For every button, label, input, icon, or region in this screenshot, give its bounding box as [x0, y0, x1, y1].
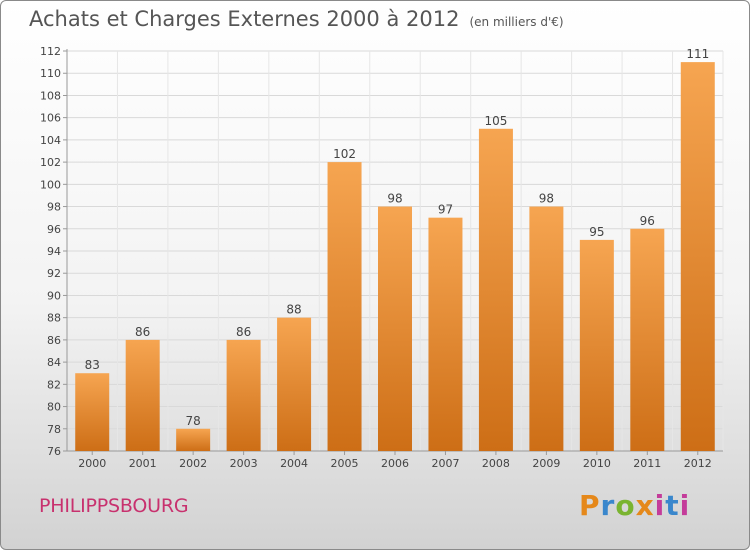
- bar-2004: [277, 317, 312, 451]
- bar-2002: [176, 428, 211, 451]
- bar-2000: [75, 373, 110, 451]
- x-tick-label: 2005: [331, 457, 359, 470]
- y-tick-label: 96: [47, 223, 61, 236]
- y-tick-label: 106: [40, 112, 61, 125]
- bar-2011: [630, 228, 665, 451]
- x-tick-label: 2001: [129, 457, 157, 470]
- data-label: 95: [589, 225, 604, 239]
- y-tick-label: 102: [40, 156, 61, 169]
- x-tick-label: 2008: [482, 457, 510, 470]
- data-label: 86: [135, 325, 150, 339]
- bar-2008: [478, 128, 513, 451]
- x-tick-label: 2006: [381, 457, 409, 470]
- data-label: 105: [484, 114, 507, 128]
- bar-2010: [579, 239, 614, 451]
- x-tick-label: 2010: [583, 457, 611, 470]
- y-tick-label: 112: [40, 45, 61, 58]
- bar-2007: [428, 217, 463, 451]
- label-layer: 83 2000 86 2001 78 2002 86 2003 88 2004 102 2005 98 2…: [78, 47, 712, 470]
- bar-2006: [378, 206, 412, 451]
- data-label: 111: [686, 47, 709, 61]
- y-tick-label: 78: [47, 423, 61, 436]
- y-tick-label: 94: [47, 245, 61, 258]
- bar-2005: [327, 162, 362, 451]
- bar-2012: [680, 62, 715, 451]
- y-tick-label: 104: [40, 134, 61, 147]
- data-label: 86: [236, 325, 251, 339]
- y-tick-label: 100: [40, 178, 61, 191]
- bar-2009: [529, 206, 564, 451]
- y-tick-label: 98: [47, 201, 61, 214]
- chart-title: Achats et Charges Externes 2000 à 2012 (e…: [29, 7, 564, 31]
- x-tick-label: 2000: [78, 457, 106, 470]
- bar-2003: [226, 339, 261, 451]
- y-tick-label: 84: [47, 356, 61, 369]
- y-tick-label: 80: [47, 401, 61, 414]
- x-tick-label: 2007: [431, 457, 459, 470]
- y-tick-label: 110: [40, 67, 61, 80]
- y-tick-label: 82: [47, 378, 61, 391]
- data-label: 97: [438, 203, 453, 217]
- brand-logo: Proxiti: [579, 489, 691, 522]
- data-label: 98: [387, 192, 402, 206]
- data-label: 96: [640, 214, 655, 228]
- x-tick-label: 2002: [179, 457, 207, 470]
- x-tick-label: 2003: [230, 457, 258, 470]
- y-tick-label: 108: [40, 89, 61, 102]
- data-label: 83: [85, 358, 100, 372]
- x-tick-label: 2012: [684, 457, 712, 470]
- commune-name: PHILIPPSBOURG: [39, 495, 189, 517]
- y-tick-label: 92: [47, 267, 61, 280]
- bar-chart: 76 78 80 82 84 86 88 90 92 94 96 98 100 102 104 106 108 1…: [40, 45, 724, 470]
- chart-subtitle: (en milliers d'€): [469, 15, 564, 29]
- y-tick-label: 86: [47, 334, 61, 347]
- x-tick-label: 2004: [280, 457, 308, 470]
- bar-2001: [125, 339, 160, 451]
- title-text: Achats et Charges Externes 2000 à 2012: [29, 7, 460, 31]
- y-tick-label: 76: [47, 445, 61, 458]
- data-label: 98: [539, 192, 554, 206]
- y-tick-label: 88: [47, 312, 61, 325]
- x-tick-label: 2009: [532, 457, 560, 470]
- data-label: 102: [333, 147, 356, 161]
- y-tick-label: 90: [47, 289, 61, 302]
- data-label: 88: [286, 303, 301, 317]
- x-tick-label: 2011: [633, 457, 661, 470]
- data-label: 78: [186, 414, 201, 428]
- bar-layer: [75, 62, 715, 451]
